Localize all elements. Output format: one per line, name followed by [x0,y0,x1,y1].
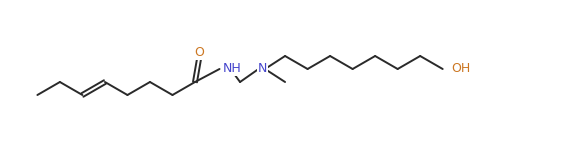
Text: OH: OH [452,63,471,75]
Text: NH: NH [223,63,241,75]
Text: O: O [194,46,204,60]
Text: N: N [258,63,267,75]
